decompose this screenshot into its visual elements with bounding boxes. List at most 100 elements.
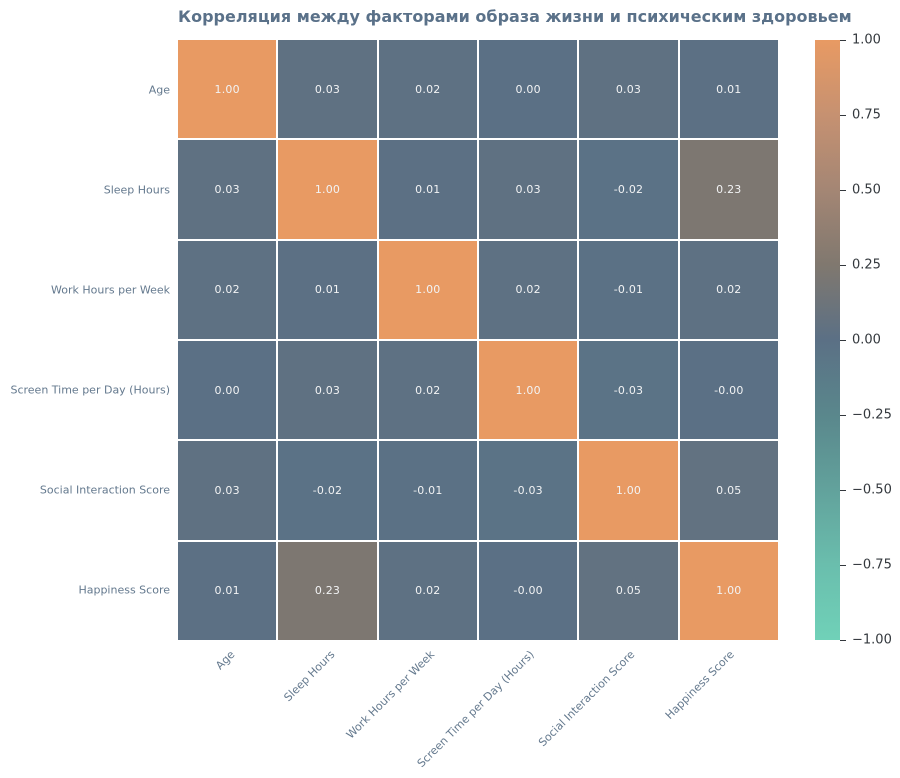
colorbar-tick xyxy=(840,490,846,491)
chart-title: Корреляция между факторами образа жизни … xyxy=(178,7,852,26)
colorbar-tick-label: 0.00 xyxy=(852,332,881,348)
heatmap-cell: -0.03 xyxy=(479,441,578,540)
heatmap-grid: 1.00 0.03 0.02 0.00 0.03 0.01 0.03 1.00 0.01 0.03… xyxy=(178,40,778,640)
cell-value: 0.03 xyxy=(314,383,341,397)
cell-value: 0.03 xyxy=(314,82,341,96)
y-tick-label: Happiness Score xyxy=(78,583,170,597)
cell-value: 0.03 xyxy=(615,82,642,96)
heatmap-cell: 0.23 xyxy=(278,541,377,640)
heatmap-cell: -0.00 xyxy=(479,541,578,640)
y-tick-label: Work Hours per Week xyxy=(51,283,170,297)
heatmap-cell: 0.02 xyxy=(479,240,578,339)
cell-value: 1.00 xyxy=(415,283,441,297)
colorbar-tick xyxy=(840,340,846,341)
cell-value: 0.02 xyxy=(716,283,742,297)
heatmap-cell: 0.02 xyxy=(378,341,477,440)
heatmap-cell: 0.05 xyxy=(679,441,778,540)
cell-value: 0.01 xyxy=(214,584,240,598)
cell-value: 1.00 xyxy=(716,584,742,598)
colorbar: 1.00 0.75 0.50 0.25 0.00 −0.25 −0.50 −0.75 −1.00 xyxy=(815,33,892,648)
heatmap-cell: 0.01 xyxy=(378,140,477,239)
cell-value: -0.01 xyxy=(413,483,443,497)
cell-value: 0.01 xyxy=(716,82,742,96)
heatmap-cell: 0.03 xyxy=(278,341,377,440)
heatmap-cell: 1.00 xyxy=(378,240,477,339)
colorbar-tick xyxy=(840,640,846,641)
colorbar-tick xyxy=(840,565,846,566)
x-tick-label: Happiness Score xyxy=(663,648,738,722)
colorbar-tick-label: 0.25 xyxy=(852,257,881,273)
heatmap-cell: 0.02 xyxy=(679,240,778,339)
cell-value: -0.03 xyxy=(613,383,644,397)
x-tick-label: Screen Time per Day (Hours) xyxy=(415,648,538,770)
colorbar-tick-label: 1.00 xyxy=(852,32,881,48)
cell-value: 1.00 xyxy=(615,483,642,497)
cell-value: 0.02 xyxy=(415,82,441,96)
x-tick-label: Work Hours per Week xyxy=(343,648,438,742)
heatmap-cell: 0.00 xyxy=(178,341,277,440)
colorbar-tick-label: −0.25 xyxy=(852,407,892,423)
cell-value: 0.02 xyxy=(415,584,441,598)
x-tick-label: Age xyxy=(212,648,238,673)
y-tick-label: Sleep Hours xyxy=(103,183,170,197)
heatmap-cell: 1.00 xyxy=(679,541,778,640)
heatmap-cell: 0.00 xyxy=(479,40,578,139)
y-axis-labels: Age Sleep Hours Work Hours per Week Screen … xyxy=(0,40,170,640)
y-tick-label: Screen Time per Day (Hours) xyxy=(10,383,170,397)
heatmap-cell: 0.03 xyxy=(178,140,277,239)
heatmap-cell: 0.23 xyxy=(679,140,778,239)
heatmap-cell: 0.03 xyxy=(278,40,377,139)
cell-value: 0.03 xyxy=(214,182,240,196)
y-tick-label: Age xyxy=(148,83,170,97)
cell-value: -0.00 xyxy=(513,584,543,598)
cell-value: 0.01 xyxy=(314,283,341,297)
x-tick-label: Sleep Hours xyxy=(281,648,338,705)
cell-value: -0.01 xyxy=(613,283,644,297)
cell-value: 0.02 xyxy=(415,383,441,397)
heatmap-cell: 1.00 xyxy=(479,341,578,440)
cell-value: 1.00 xyxy=(214,82,240,96)
heatmap-cell: 0.03 xyxy=(479,140,578,239)
heatmap-cell: -0.03 xyxy=(579,341,678,440)
y-tick-label: Social Interaction Score xyxy=(39,483,170,497)
cell-value: 0.02 xyxy=(515,283,541,297)
cell-value: 0.00 xyxy=(515,82,541,96)
cell-value: 0.23 xyxy=(716,182,742,196)
cell-value: 0.00 xyxy=(214,383,240,397)
heatmap-cell: 0.02 xyxy=(378,541,477,640)
cell-value: -0.00 xyxy=(714,383,744,397)
cell-value: 1.00 xyxy=(515,383,541,397)
cell-value: -0.03 xyxy=(513,483,543,497)
cell-value: 1.00 xyxy=(314,182,341,196)
heatmap-cell: -0.01 xyxy=(579,240,678,339)
heatmap-cell: 0.05 xyxy=(579,541,678,640)
cell-value: 0.05 xyxy=(615,584,642,598)
cell-value: 0.23 xyxy=(314,584,341,598)
cell-value: 0.02 xyxy=(214,283,240,297)
heatmap-cell: 0.03 xyxy=(178,441,277,540)
colorbar-tick xyxy=(840,415,846,416)
colorbar-tick-label: −1.00 xyxy=(852,632,892,648)
cell-value: 0.03 xyxy=(214,483,240,497)
heatmap-cell: 1.00 xyxy=(178,40,277,139)
cell-value: 0.03 xyxy=(515,182,541,196)
cell-value: 0.01 xyxy=(415,182,441,196)
heatmap-cell: 0.01 xyxy=(178,541,277,640)
heatmap-cell: 0.02 xyxy=(178,240,277,339)
heatmap-cell: 0.01 xyxy=(278,240,377,339)
colorbar-tick xyxy=(840,115,846,116)
heatmap-cell: -0.02 xyxy=(278,441,377,540)
cell-value: -0.02 xyxy=(613,182,644,196)
colorbar-tick xyxy=(840,190,846,191)
x-tick-label: Social Interaction Score xyxy=(536,648,638,750)
colorbar-tick xyxy=(840,40,846,41)
heatmap-cell: 0.02 xyxy=(378,40,477,139)
x-axis-labels: Age Sleep Hours Work Hours per Week Screen … xyxy=(178,648,778,778)
colorbar-tick xyxy=(840,265,846,266)
colorbar-tick-label: 0.75 xyxy=(852,107,881,123)
colorbar-tick-label: −0.50 xyxy=(852,482,892,498)
heatmap-cell: -0.02 xyxy=(579,140,678,239)
cell-value: 0.05 xyxy=(716,483,742,497)
colorbar-gradient xyxy=(815,40,840,640)
